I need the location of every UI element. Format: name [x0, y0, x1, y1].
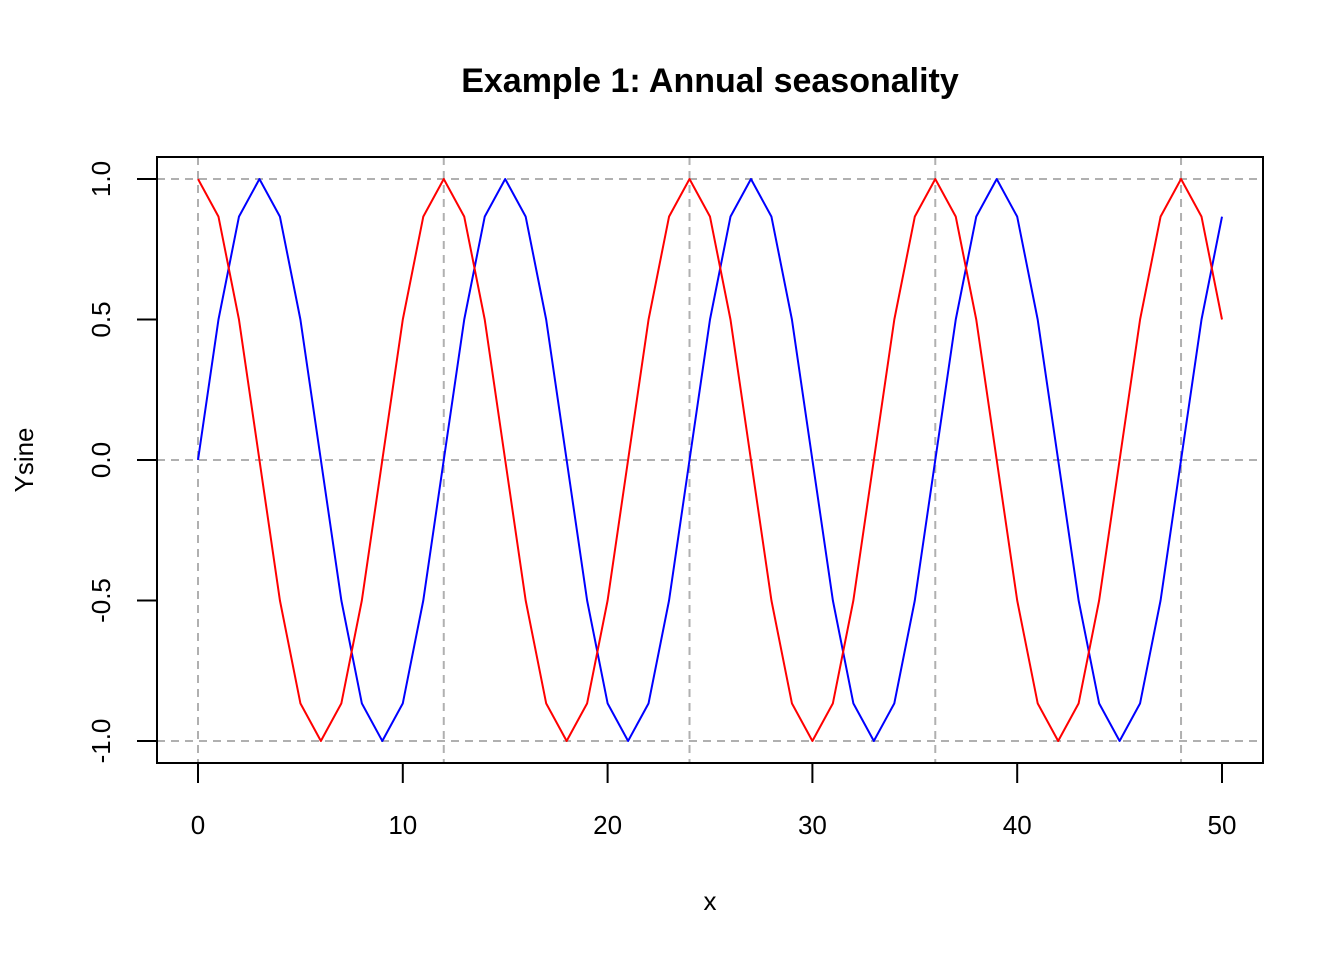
y-tick-label: 1.0 [86, 161, 116, 197]
x-tick-label: 10 [388, 810, 417, 840]
x-axis-label: x [704, 886, 717, 916]
grid-lines [157, 157, 1263, 763]
series-line-1 [197, 178, 1223, 742]
x-tick-label: 20 [593, 810, 622, 840]
x-tick-label: 50 [1208, 810, 1237, 840]
plot-frame [156, 156, 1264, 764]
y-tick-label: -1.0 [86, 719, 116, 764]
y-tick-label: -0.5 [86, 578, 116, 623]
y-tick-label: 0.5 [86, 301, 116, 337]
series-line-2 [197, 178, 1223, 742]
chart-title: Example 1: Annual seasonality [461, 62, 959, 100]
y-axis-label: Ysine [9, 427, 39, 492]
x-tick-label: 0 [191, 810, 205, 840]
series-lines [197, 178, 1223, 742]
x-tick-label: 40 [1003, 810, 1032, 840]
y-tick-label: 0.0 [86, 442, 116, 478]
x-tick-label: 30 [798, 810, 827, 840]
